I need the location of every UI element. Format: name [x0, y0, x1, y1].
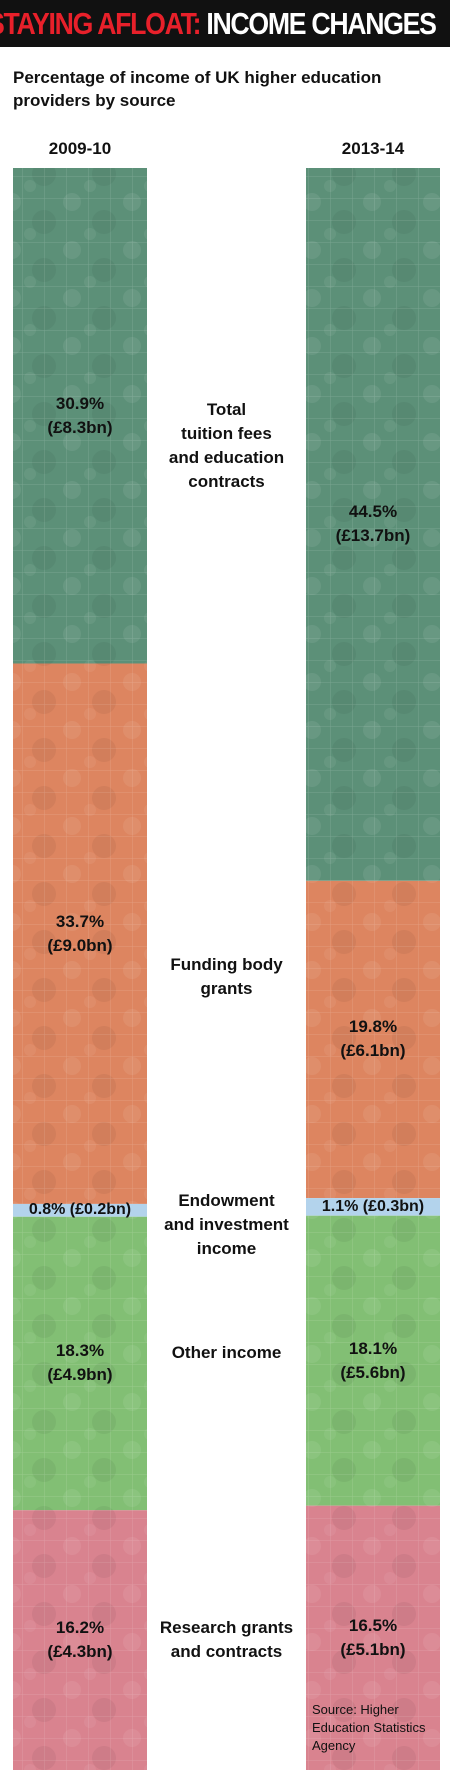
- data-label-funding-2013-14: 19.8% (£6.1bn): [340, 1017, 406, 1061]
- category-label-endowment: Endowment and investment income: [164, 1191, 289, 1259]
- bar-texture: [306, 1505, 440, 1770]
- data-label-endowment-2009-10: 0.8% (£0.2bn): [28, 1201, 132, 1219]
- data-label-endowment-2013-14: 1.1% (£0.3bn): [321, 1197, 425, 1215]
- category-label-tuition: Total tuition fees and education contracts: [168, 399, 285, 491]
- title-accent: STAYING AFLOAT:: [0, 6, 202, 41]
- title-rest: INCOME CHANGES: [200, 6, 438, 41]
- bar-texture: [13, 1510, 147, 1770]
- data-label-other-2009-10: 18.3% (£4.9bn): [47, 1341, 113, 1385]
- data-label-research-2009-10: 16.2% (£4.3bn): [47, 1618, 113, 1662]
- data-label-other-2013-14: 18.1% (£5.6bn): [340, 1338, 406, 1382]
- category-label-research: Research grants and contracts: [159, 1618, 294, 1662]
- bar-endowment-2013-14: [306, 1198, 440, 1216]
- data-label-tuition-2009-10: 30.9% (£8.3bn): [47, 393, 113, 437]
- category-label-other: Other income: [171, 1343, 282, 1363]
- bar-texture: [13, 168, 147, 664]
- bar-texture: [306, 880, 440, 1199]
- bar-texture: [13, 663, 147, 1204]
- bar-texture: [13, 1216, 147, 1511]
- data-label-funding-2009-10: 33.7% (£9.0bn): [47, 911, 113, 955]
- chart-subtitle: Percentage of income of UK higher educat…: [13, 68, 382, 110]
- bar-texture: [306, 168, 440, 881]
- bar-endowment-2009-10: [13, 1203, 147, 1217]
- data-label-research-2013-14: 16.5% (£5.1bn): [340, 1615, 406, 1659]
- data-label-tuition-2013-14: 44.5% (£13.7bn): [335, 502, 411, 546]
- page-title: STAYING AFLOAT: INCOME CHANGES: [0, 6, 438, 42]
- header-bar: STAYING AFLOAT: INCOME CHANGES: [0, 0, 450, 47]
- year-label-2009-10: 2009-10: [48, 139, 112, 158]
- bar-texture: [306, 1215, 440, 1506]
- source-note: Source: Higher Education Statistics Agen…: [312, 1702, 426, 1753]
- year-label-2013-14: 2013-14: [341, 139, 405, 158]
- category-label-funding: Funding body grants: [170, 954, 283, 998]
